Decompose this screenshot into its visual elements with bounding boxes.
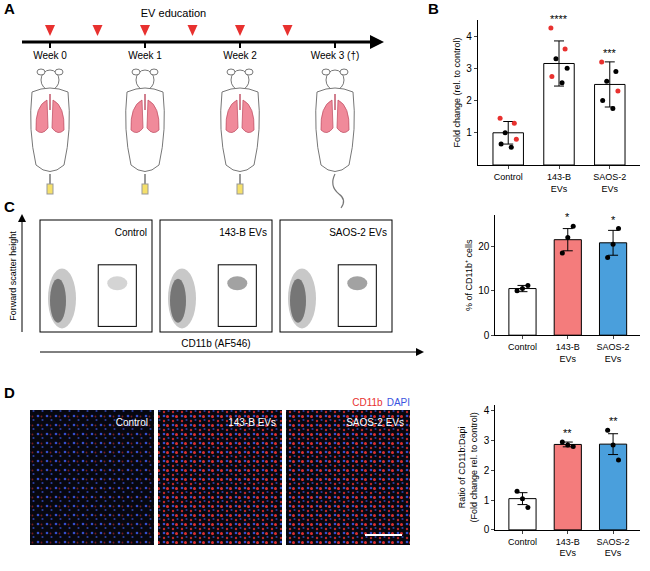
- svg-text:SAOS-2EVs: SAOS-2EVs: [597, 537, 630, 559]
- svg-text:SAOS-2EVs: SAOS-2EVs: [597, 342, 630, 364]
- svg-text:Control: Control: [115, 227, 147, 238]
- svg-text:A: A: [4, 0, 15, 17]
- svg-text:4: 4: [484, 405, 490, 416]
- svg-text:C: C: [4, 198, 15, 215]
- svg-text:*: *: [611, 214, 616, 226]
- svg-text:Week 3 (†): Week 3 (†): [311, 50, 360, 61]
- svg-text:Week 2: Week 2: [223, 50, 257, 61]
- svg-text:Control: Control: [508, 537, 537, 547]
- svg-text:Control: Control: [508, 342, 537, 352]
- svg-text:B: B: [428, 0, 439, 17]
- svg-text:4: 4: [466, 31, 472, 42]
- svg-text:***: ***: [603, 47, 617, 59]
- svg-text:Control: Control: [494, 172, 523, 182]
- svg-text:10: 10: [478, 285, 490, 296]
- svg-text:*: *: [565, 211, 570, 223]
- svg-text:Week 1: Week 1: [128, 50, 162, 61]
- svg-text:Ratio of CD11b:Dapi(Fold chang: Ratio of CD11b:Dapi(Fold change rel. to …: [457, 412, 479, 522]
- svg-text:Forward scatter height: Forward scatter height: [8, 231, 18, 321]
- svg-text:143-B EVs: 143-B EVs: [228, 417, 276, 428]
- svg-text:EV education: EV education: [141, 7, 206, 19]
- svg-text:% of CD11b⁺ cells: % of CD11b⁺ cells: [464, 239, 474, 311]
- svg-text:**: **: [609, 415, 618, 427]
- svg-text:SAOS-2 EVs: SAOS-2 EVs: [329, 227, 387, 238]
- svg-text:****: ****: [550, 13, 568, 25]
- svg-text:3: 3: [484, 435, 490, 446]
- svg-text:143-BEVs: 143-BEVs: [556, 537, 580, 559]
- svg-text:SAOS-2 EVs: SAOS-2 EVs: [346, 417, 404, 428]
- svg-text:0: 0: [484, 330, 490, 341]
- svg-text:3: 3: [466, 63, 472, 74]
- svg-text:**: **: [563, 427, 572, 439]
- svg-text:D: D: [4, 384, 15, 401]
- svg-text:CD11b (AF546): CD11b (AF546): [181, 338, 250, 349]
- svg-text:143-BEVs: 143-BEVs: [547, 172, 571, 194]
- svg-text:SAOS-2EVs: SAOS-2EVs: [593, 172, 626, 194]
- svg-text:Fold change (rel. to control): Fold change (rel. to control): [452, 37, 462, 147]
- svg-text:20: 20: [478, 241, 490, 252]
- svg-text:1: 1: [466, 127, 472, 138]
- svg-text:CD11bDAPI: CD11bDAPI: [352, 397, 410, 408]
- svg-text:Control: Control: [116, 417, 148, 428]
- svg-text:2: 2: [484, 465, 490, 476]
- svg-text:0: 0: [484, 524, 490, 535]
- svg-text:143-B EVs: 143-B EVs: [219, 227, 267, 238]
- svg-text:1: 1: [484, 495, 490, 506]
- svg-text:Week 0: Week 0: [33, 50, 67, 61]
- svg-text:2: 2: [466, 95, 472, 106]
- svg-text:143-BEVs: 143-BEVs: [556, 342, 580, 364]
